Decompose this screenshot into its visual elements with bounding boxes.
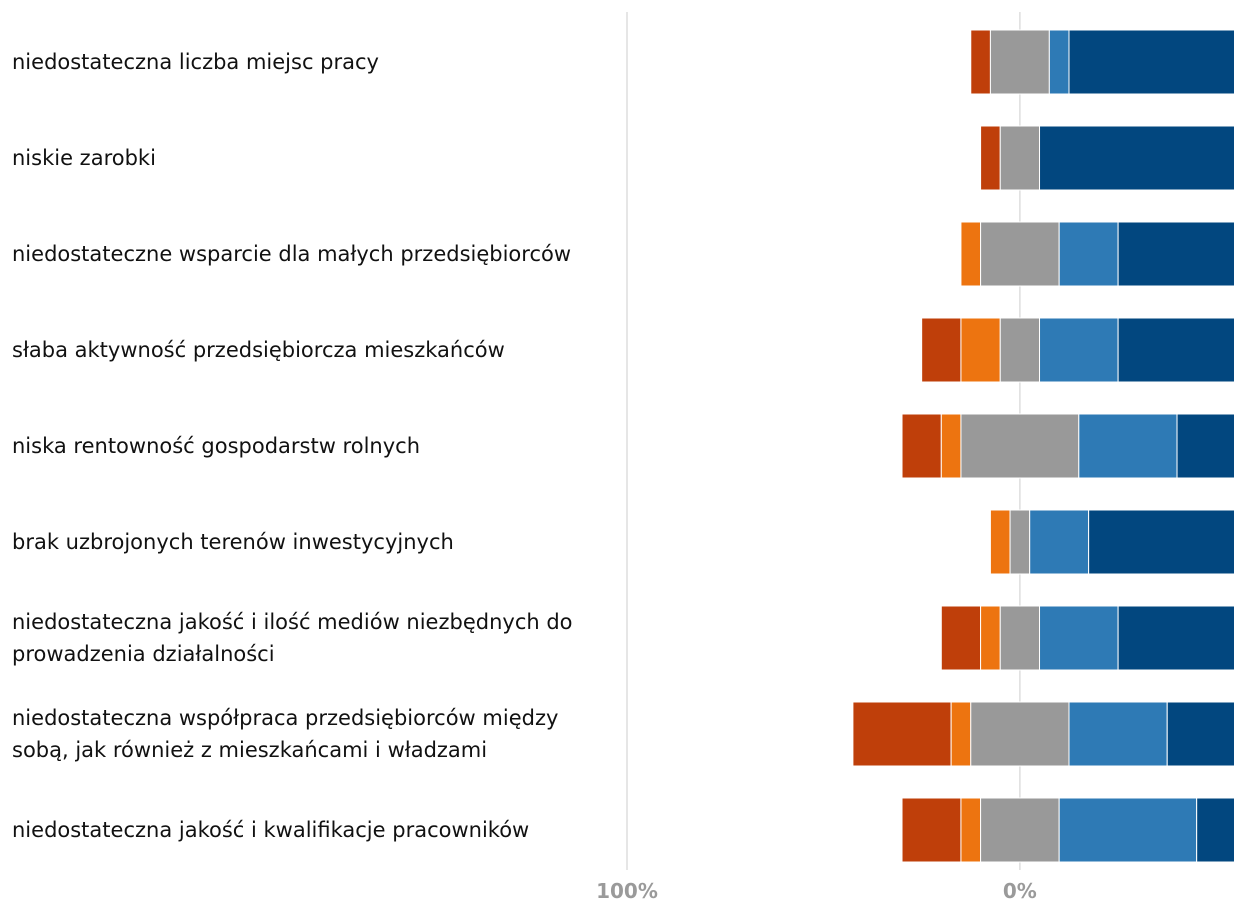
bar-segment: [1088, 509, 1234, 575]
bar-segment: [921, 317, 962, 383]
bar-segment: [960, 413, 1080, 479]
bar-segment: [1039, 125, 1234, 191]
bar-segment: [960, 317, 1001, 383]
bar-segment: [980, 125, 1001, 191]
bar-segment: [1117, 317, 1234, 383]
bar-segment: [1196, 797, 1234, 863]
bar-segment: [1039, 605, 1119, 671]
bar-segment: [1068, 29, 1234, 95]
category-label: niedostateczne wsparcie dla małych przed…: [12, 242, 572, 266]
bar-segment: [950, 701, 972, 767]
bar-segment: [980, 605, 1001, 671]
bar-segment: [999, 605, 1041, 671]
bar-segment: [1029, 509, 1090, 575]
bars: [852, 29, 1234, 863]
bar-segment: [960, 797, 982, 863]
bar-segment: [1058, 797, 1198, 863]
bar-segment: [1117, 221, 1234, 287]
bar-segment: [1048, 29, 1070, 95]
bar-segment: [1117, 605, 1234, 671]
bar-segment: [960, 221, 982, 287]
bar-segment: [901, 413, 942, 479]
bar-segment: [901, 797, 962, 863]
category-label: niedostateczna współpraca przedsiębiorcó…: [12, 706, 559, 762]
bar-segment: [1039, 317, 1119, 383]
bar-segment: [852, 701, 952, 767]
bar-segment: [989, 509, 1011, 575]
category-label: brak uzbrojonych terenów inwestycyjnych: [12, 530, 454, 554]
bar-segment: [999, 317, 1041, 383]
category-label: niedostateczna jakość i ilość mediów nie…: [12, 610, 573, 666]
bar-segment: [970, 701, 1070, 767]
bar-segment: [1176, 413, 1234, 479]
bar-segment: [1078, 413, 1178, 479]
bar-segment: [1058, 221, 1119, 287]
bar-segment: [989, 29, 1050, 95]
category-label: niskie zarobki: [12, 146, 156, 170]
category-label: słaba aktywność przedsiębiorcza mieszkań…: [12, 338, 505, 362]
bar-segment: [999, 125, 1041, 191]
category-label: niedostateczna liczba miejsc pracy: [12, 50, 379, 74]
bar-segment: [940, 413, 962, 479]
bar-segment: [980, 797, 1060, 863]
bar-segment: [1068, 701, 1168, 767]
x-tick-label: 100%: [596, 879, 658, 901]
bar-segment: [1009, 509, 1031, 575]
bar-segment: [1166, 701, 1234, 767]
x-tick-label: 0%: [1003, 879, 1037, 901]
bar-segment: [970, 29, 991, 95]
bar-segment: [980, 221, 1060, 287]
bar-segment: [940, 605, 982, 671]
category-label: niska rentowność gospodarstw rolnych: [12, 434, 421, 458]
category-label: niedostateczna jakość i kwalifikacje pra…: [12, 818, 530, 842]
